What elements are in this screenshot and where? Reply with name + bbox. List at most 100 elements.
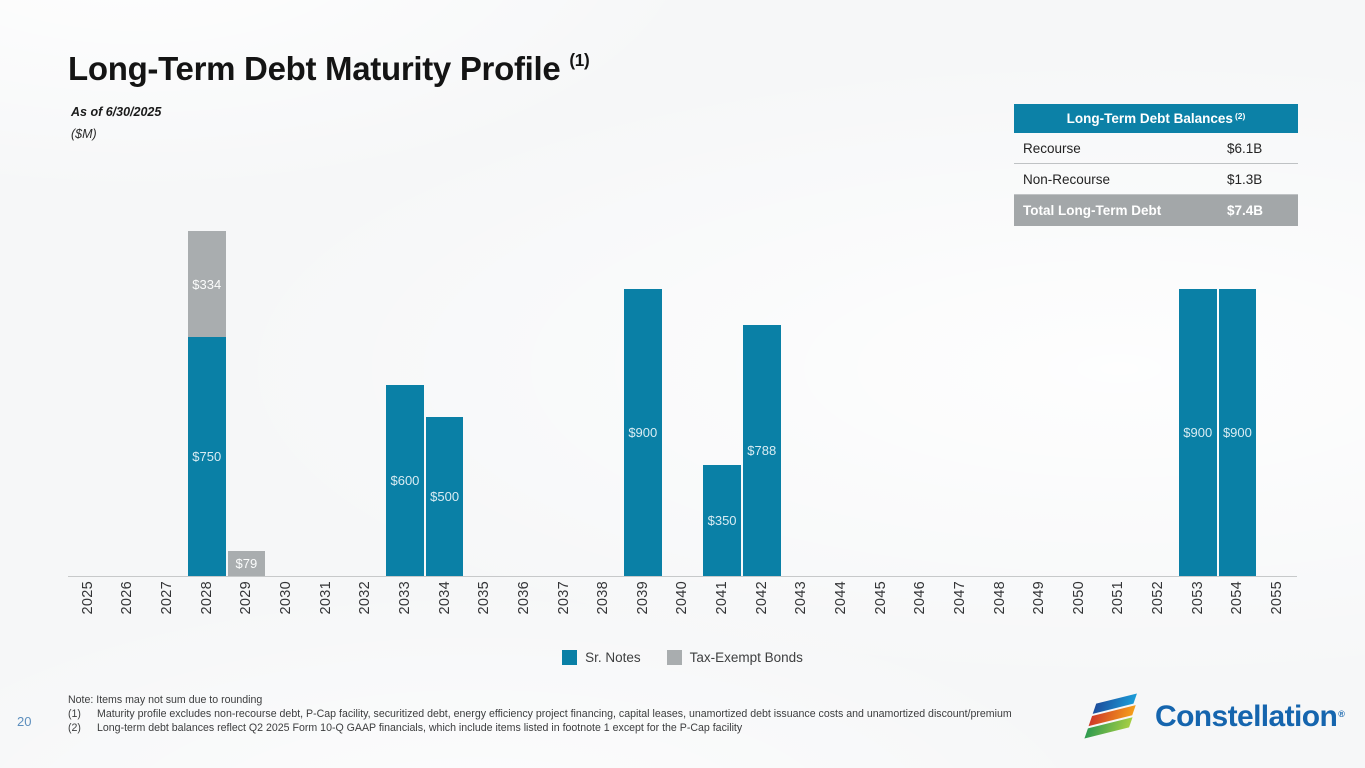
x-axis-tick-label: 2047	[951, 581, 968, 615]
bar-value-label: $750	[192, 449, 222, 464]
total-row-value: $7.4B	[1227, 203, 1264, 218]
x-axis-tick: 2037	[544, 581, 584, 633]
page-title-text: Long-Term Debt Maturity Profile	[68, 50, 561, 87]
bar-value-label: $350	[707, 513, 737, 528]
footnote-1: (1) Maturity profile excludes non-recour…	[68, 707, 1020, 721]
bar-segment-sr-notes: $750	[187, 337, 226, 576]
x-axis-tick: 2050	[1059, 581, 1099, 633]
x-axis-tick: 2047	[940, 581, 980, 633]
x-axis-tick-label: 2041	[714, 581, 731, 615]
bar-column	[504, 229, 544, 576]
bar-column	[1138, 229, 1178, 576]
bar-column	[68, 229, 108, 576]
x-axis-tick: 2025	[68, 581, 108, 633]
bar-column	[345, 229, 385, 576]
total-row-label: Total Long-Term Debt	[1023, 203, 1162, 218]
x-axis-tick: 2036	[504, 581, 544, 633]
x-axis-tick: 2048	[980, 581, 1020, 633]
rounding-note: Note: Items may not sum due to rounding	[68, 694, 263, 706]
bar-value-label: $500	[430, 489, 460, 504]
bar-column: $788	[742, 229, 782, 576]
logo-text: Constellation	[1155, 700, 1338, 733]
debt-balances-table-header: Long-Term Debt Balances (2)	[1014, 104, 1298, 133]
x-axis-tick: 2043	[782, 581, 822, 633]
x-axis-tick: 2031	[306, 581, 346, 633]
constellation-logo: Constellation®	[1083, 693, 1345, 739]
bar-column: $334 $750	[187, 229, 227, 576]
debt-balances-header-text: Long-Term Debt Balances	[1066, 111, 1233, 126]
x-axis-tick: 2028	[187, 581, 227, 633]
bar-segment-sr-notes: $900	[1178, 289, 1217, 576]
bar-column	[940, 229, 980, 576]
bar-column	[782, 229, 822, 576]
x-axis-tick-label: 2046	[912, 581, 929, 615]
x-axis-tick: 2038	[583, 581, 623, 633]
bar-segment-sr-notes: $350	[703, 465, 741, 576]
x-axis-tick-label: 2045	[872, 581, 889, 615]
x-axis-tick-label: 2043	[793, 581, 810, 615]
x-axis-tick-label: 2040	[674, 581, 691, 615]
x-axis-tick: 2045	[861, 581, 901, 633]
footnote-text: Maturity profile excludes non-recourse d…	[97, 708, 1012, 721]
bar-column	[464, 229, 504, 576]
bar-segment-sr-notes: $600	[386, 385, 424, 576]
x-axis-tick: 2033	[385, 581, 425, 633]
legend-swatch	[562, 650, 578, 665]
legend-item: Sr. Notes	[562, 650, 641, 665]
bar-segment-sr-notes: $500	[425, 417, 464, 576]
x-axis-tick-label: 2030	[278, 581, 295, 615]
x-axis-tick: 2040	[663, 581, 703, 633]
bar-column	[900, 229, 940, 576]
x-axis-tick: 2026	[108, 581, 148, 633]
footnotes: Note: Items may not sum due to rounding …	[68, 693, 1020, 736]
x-axis-tick-label: 2049	[1031, 581, 1048, 615]
x-axis-tick-label: 2039	[634, 581, 651, 615]
bar-column	[821, 229, 861, 576]
bar-column: $500	[425, 229, 465, 576]
bar-segment-sr-notes: $788	[742, 325, 781, 576]
bar-column	[861, 229, 901, 576]
chart-legend: Sr. Notes Tax-Exempt Bonds	[68, 650, 1297, 665]
table-row: Non-Recourse $1.3B	[1014, 164, 1298, 195]
bar-value-label: $600	[390, 473, 420, 488]
debt-balances-table: Long-Term Debt Balances (2) Recourse $6.1…	[1014, 104, 1298, 226]
page-number: 20	[17, 714, 32, 729]
footnote-text: Long-term debt balances reflect Q2 2025 …	[97, 722, 743, 735]
x-axis-tick-label: 2032	[357, 581, 374, 615]
bar-value-label: $900	[1222, 425, 1252, 440]
bar-column	[266, 229, 306, 576]
x-axis-tick: 2049	[1019, 581, 1059, 633]
x-axis-tick: 2041	[702, 581, 742, 633]
x-axis-tick: 2053	[1178, 581, 1218, 633]
x-axis-tick-label: 2051	[1110, 581, 1127, 615]
x-axis-tick-label: 2027	[159, 581, 176, 615]
footnote-number: (2)	[68, 722, 81, 735]
page-title: Long-Term Debt Maturity Profile (1)	[68, 50, 590, 88]
row-value: $1.3B	[1227, 171, 1263, 187]
table-row: Recourse $6.1B	[1014, 133, 1298, 164]
x-axis-tick: 2042	[742, 581, 782, 633]
x-axis-tick-label: 2038	[595, 581, 612, 615]
x-axis-tick-label: 2035	[476, 581, 493, 615]
x-axis-tick-label: 2036	[515, 581, 532, 615]
legend-label: Sr. Notes	[585, 650, 641, 665]
x-axis-tick: 2054	[1218, 581, 1258, 633]
row-label: Non-Recourse	[1023, 171, 1111, 187]
x-axis-tick: 2029	[227, 581, 267, 633]
bar-column	[1099, 229, 1139, 576]
bar-segment-sr-notes: $900	[1218, 289, 1257, 576]
bar-column	[147, 229, 187, 576]
row-value: $6.1B	[1227, 140, 1263, 156]
bar-column	[1257, 229, 1297, 576]
x-axis-tick: 2034	[425, 581, 465, 633]
x-axis-tick: 2044	[821, 581, 861, 633]
bar-column	[1019, 229, 1059, 576]
x-axis-tick: 2046	[900, 581, 940, 633]
bar-value-label: $788	[747, 443, 777, 458]
x-axis-tick: 2052	[1138, 581, 1178, 633]
x-axis-tick-label: 2053	[1189, 581, 1206, 615]
bar-segment-tax-exempt-bonds: $334	[187, 231, 226, 337]
debt-maturity-bar-chart: $334 $750 $79 $600 $500 $900 $350 $788 $900 $900	[68, 229, 1297, 577]
legend-swatch	[666, 650, 682, 665]
constellation-logo-icon	[1080, 692, 1147, 741]
